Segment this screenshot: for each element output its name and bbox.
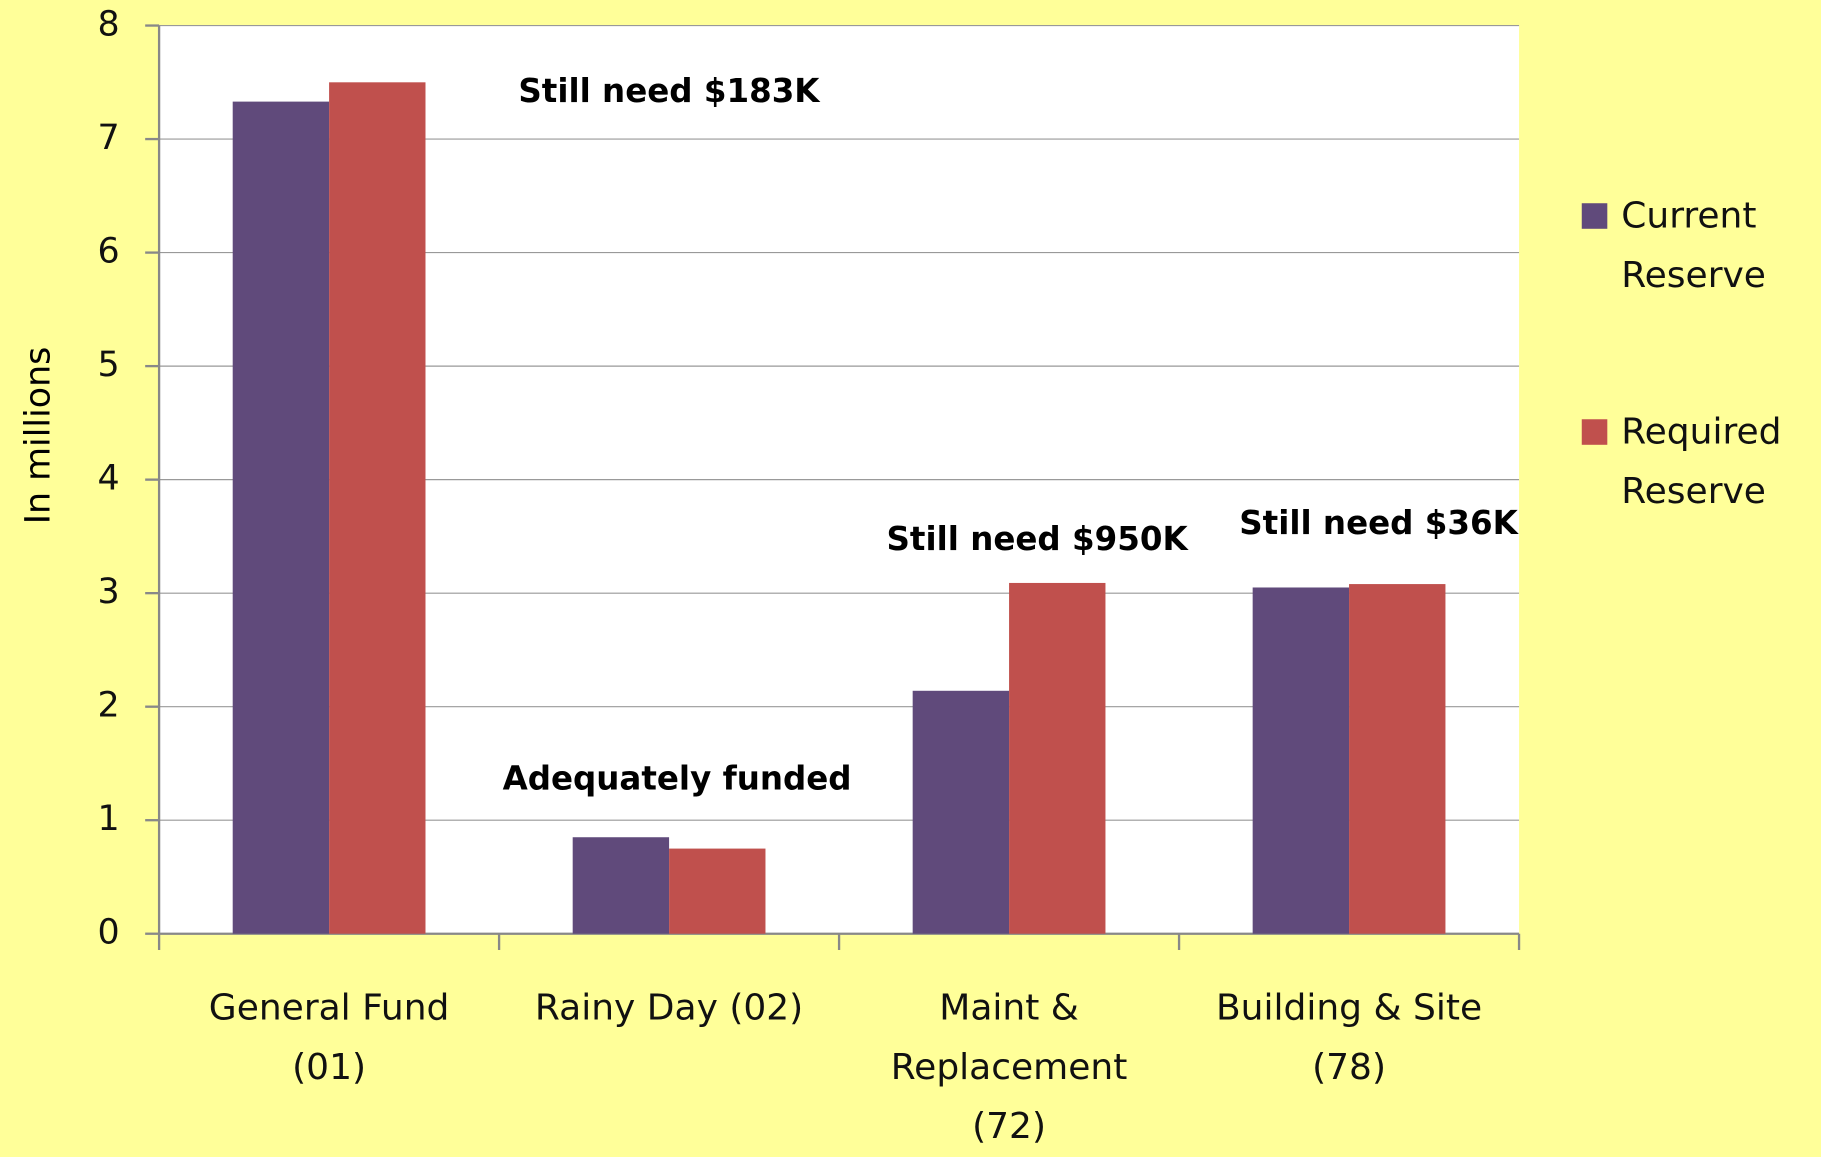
y-tick-label: 3 <box>97 572 119 612</box>
y-tick-label: 7 <box>97 118 119 158</box>
bar <box>912 690 1010 934</box>
bar <box>1252 587 1350 934</box>
x-tick-label: Building & Site (78) <box>1215 987 1483 1089</box>
bar <box>1009 582 1106 934</box>
annotation: Still need $183K <box>518 72 821 110</box>
annotation: Adequately funded <box>503 759 852 797</box>
legend-swatch <box>1581 203 1608 229</box>
x-tick-label: General Fund (01) <box>208 987 450 1089</box>
y-axis-label: In millions <box>18 347 58 525</box>
y-tick-label: 4 <box>97 459 119 499</box>
x-tick-label: Rainy Day (02) <box>534 987 804 1029</box>
legend-label: Current Reserve <box>1621 195 1766 297</box>
x-tick-label: Maint & Replacement (72) <box>890 987 1128 1148</box>
y-tick-label: 0 <box>97 913 119 953</box>
legend-item: Current Reserve <box>1581 187 1814 305</box>
annotation: Still need $36K <box>1239 504 1519 542</box>
y-tick-label: 8 <box>97 5 119 45</box>
annotation: Still need $950K <box>887 520 1190 558</box>
legend-swatch <box>1581 419 1608 445</box>
legend-item: Required Reserve <box>1581 403 1814 521</box>
y-tick-label: 1 <box>97 799 119 839</box>
y-tick-label: 2 <box>97 686 119 726</box>
bar <box>232 101 330 934</box>
bar <box>669 848 766 934</box>
bar <box>1349 584 1446 934</box>
y-tick-label: 6 <box>97 232 119 272</box>
bar <box>572 837 670 934</box>
bar <box>329 82 426 934</box>
legend-label: Required Reserve <box>1621 411 1782 513</box>
y-tick-label: 5 <box>97 345 119 385</box>
